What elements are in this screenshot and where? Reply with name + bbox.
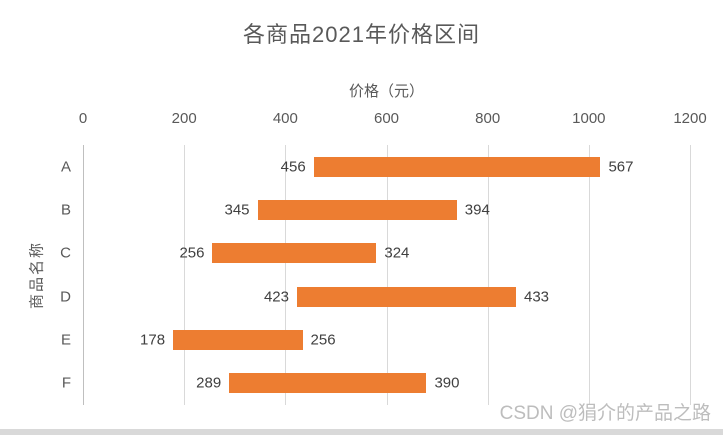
category-label-F: F <box>61 374 71 392</box>
bar-start-value-A: 456 <box>280 158 306 176</box>
bar-rows: A 456 567 B 345 394 C 256 324 D 423 433 E 178 256 F 289 3… <box>60 145 690 405</box>
bar-start-value-F: 289 <box>196 374 222 392</box>
watermark: CSDN @狷介的产品之路 <box>499 403 711 424</box>
y-axis-title: 商品名称 <box>28 240 46 310</box>
x-axis-title: 价格（元） <box>348 83 424 100</box>
range-bar-D <box>296 286 516 307</box>
plot-area: A 456 567 B 345 394 C 256 324 D 423 433 E 178 256 F 289 3… <box>60 145 691 405</box>
gridline-800 <box>487 145 489 405</box>
chart-row-D: D 423 433 <box>60 275 690 318</box>
chart-row-C: C 256 324 <box>60 232 690 275</box>
y-axis-line <box>83 145 84 405</box>
bar-end-value-D: 433 <box>523 288 550 306</box>
x-tick-label-0: 0 <box>78 110 88 127</box>
x-tick-label-1200: 1200 <box>673 110 707 127</box>
bar-end-value-F: 390 <box>434 374 460 392</box>
chart-row-F: F 289 390 <box>62 362 690 405</box>
gridline-1200 <box>690 145 691 405</box>
x-axis-tick-row: 0 200 400 600 800 1000 1200 <box>79 110 707 128</box>
bar-end-value-A: 567 <box>608 158 634 176</box>
range-bar-A <box>313 156 601 177</box>
range-bar-C <box>212 243 377 264</box>
x-tick-label-600: 600 <box>373 110 400 127</box>
chart-row-B: B 345 394 <box>61 188 690 231</box>
category-label-B: B <box>60 201 71 219</box>
category-label-E: E <box>60 331 71 349</box>
x-tick-label-400: 400 <box>272 110 298 127</box>
range-bar-E <box>173 329 303 350</box>
gridline-200 <box>184 145 186 405</box>
bar-start-value-E: 178 <box>140 331 166 349</box>
range-bar-B <box>257 199 457 220</box>
x-tick-label-200: 200 <box>171 110 197 127</box>
bar-end-value-E: 256 <box>310 331 336 349</box>
category-label-C: C <box>60 244 71 262</box>
bar-start-value-B: 345 <box>224 201 250 219</box>
bar-start-value-D: 423 <box>263 288 289 306</box>
category-label-D: D <box>60 288 71 306</box>
range-bar-F <box>229 373 427 394</box>
bar-start-value-C: 256 <box>179 244 205 262</box>
bar-end-value-C: 324 <box>384 244 410 262</box>
x-tick-label-800: 800 <box>475 110 501 127</box>
category-label-A: A <box>60 158 71 176</box>
chart-row-E: E 178 256 <box>61 318 690 361</box>
gridline-600 <box>386 145 388 405</box>
bottom-strip <box>0 429 723 435</box>
x-tick-label-1000: 1000 <box>572 110 606 127</box>
bar-end-value-B: 394 <box>464 201 490 219</box>
chart-title: 各商品2021年价格区间 <box>243 22 480 47</box>
gridline-400 <box>285 145 287 405</box>
gridline-1000 <box>588 145 590 405</box>
chart-row-A: A 456 567 <box>61 145 690 188</box>
